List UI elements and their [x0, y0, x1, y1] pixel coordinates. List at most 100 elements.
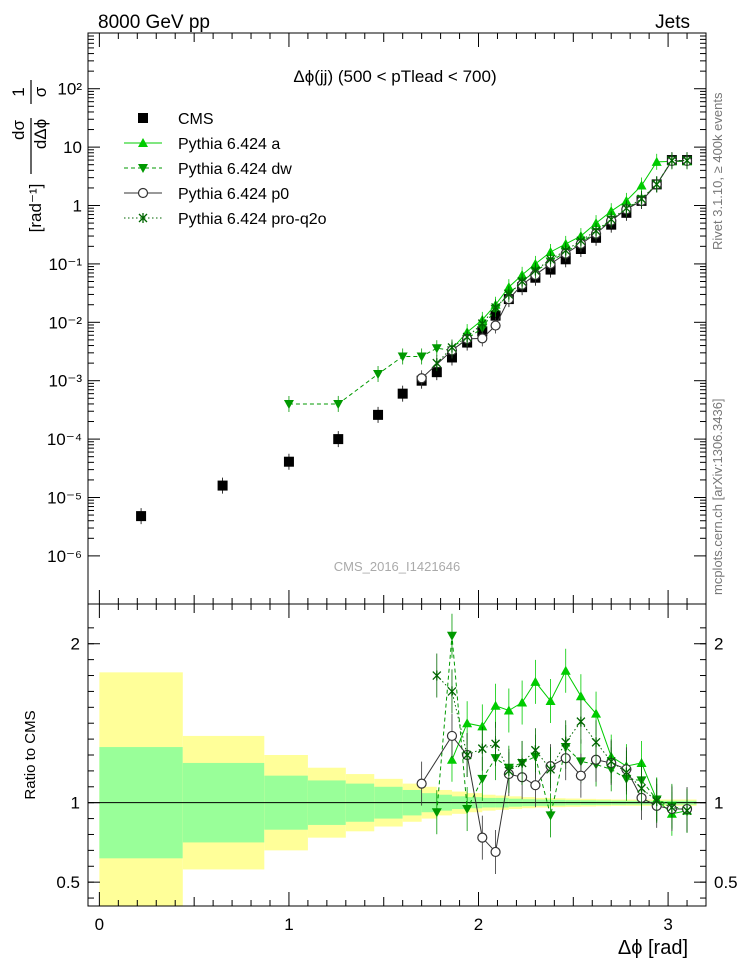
data-point: [431, 344, 442, 354]
data-point: [491, 302, 501, 313]
data-point: [373, 370, 384, 380]
data-point: [546, 254, 556, 265]
ratio-series-pythia-6-424-pro-q2o: [432, 653, 692, 833]
ratio-point: [477, 774, 488, 784]
y-tick-label: 10⁻⁶: [47, 547, 82, 566]
top-y-axis-label: 1 σ dσ dΔϕ [rad⁻¹]: [9, 80, 50, 232]
legend-label: CMS: [178, 111, 214, 128]
legend-label: Pythia 6.424 dw: [178, 161, 292, 178]
svg-text:dΔϕ: dΔϕ: [31, 119, 50, 149]
ratio-point: [504, 765, 514, 776]
ratio-point: [447, 686, 457, 697]
ratio-point: [462, 805, 473, 815]
ratio-point: [446, 730, 458, 742]
ratio-point: [446, 631, 457, 641]
side-label-top: Rivet 3.1.10, ≥ 400k events: [710, 92, 725, 250]
data-point: [432, 358, 442, 369]
header-left: 8000 GeV pp: [98, 12, 210, 33]
x-tick-label: 3: [663, 915, 672, 934]
data-point: [477, 333, 488, 344]
ratio-point: [517, 697, 528, 707]
x-tick-label: 1: [284, 915, 293, 934]
legend-entry: Pythia 6.424 p0: [124, 186, 289, 203]
data-point: [530, 265, 540, 276]
data-point: [682, 155, 692, 166]
ratio-point: [416, 778, 427, 789]
ratio-point: [530, 676, 541, 686]
data-point: [621, 203, 631, 214]
legend-entry: Pythia 6.424 pro-q2o: [124, 211, 327, 228]
ratio-point: [432, 670, 442, 681]
svg-text:1: 1: [9, 87, 28, 96]
data-point: [591, 218, 602, 228]
legend-marker: [138, 213, 148, 223]
ratio-point: [431, 808, 442, 818]
x-tick-label: 2: [474, 915, 483, 934]
ratio-point: [560, 665, 571, 675]
ratio-point: [491, 738, 501, 749]
ratio-tick-label: 2: [71, 635, 80, 654]
data-point: [591, 225, 601, 236]
series-pythia-6-424-pro-q2o: [432, 152, 692, 372]
data-point: [397, 352, 408, 362]
data-point: [606, 214, 616, 225]
y-tick-label: 10: [63, 138, 82, 157]
legend-marker: [138, 138, 148, 147]
data-point: [136, 511, 147, 522]
ratio-point: [546, 764, 556, 775]
ratio-point: [575, 691, 586, 701]
series-pythia-6-424-dw: [283, 152, 693, 412]
series-cms: [136, 152, 693, 525]
ratio-point: [477, 721, 488, 731]
data-point: [606, 206, 617, 216]
data-point: [517, 276, 527, 287]
ratio-point: [637, 783, 647, 794]
data-point: [636, 180, 647, 190]
svg-text:dσ: dσ: [9, 120, 28, 140]
y-tick-label: 10⁻³: [48, 372, 82, 391]
ratio-point: [503, 705, 514, 715]
ratio-point: [477, 832, 488, 843]
ratio-point: [561, 737, 571, 748]
ratio-point: [591, 708, 602, 718]
plot-title: Δϕ(jj) (500 < pTlead < 700): [293, 67, 496, 86]
y-tick-label: 10⁻¹: [48, 255, 82, 274]
legend-label: Pythia 6.424 a: [178, 136, 280, 153]
ratio-point: [606, 756, 616, 767]
data-point: [667, 155, 677, 166]
legend-label: Pythia 6.424 p0: [178, 186, 289, 203]
ratio-point: [575, 770, 586, 781]
legend-entry: Pythia 6.424 dw: [124, 161, 292, 178]
ratio-point: [591, 737, 601, 748]
data-point: [652, 179, 662, 190]
y-tick-label: 10⁻⁵: [47, 488, 82, 507]
ratio-tick-label: 1: [71, 794, 80, 813]
data-point: [576, 235, 586, 246]
y-tick-label: 1: [73, 197, 82, 216]
ratio-point: [667, 802, 677, 813]
data-point: [416, 373, 427, 384]
ratio-point: [462, 718, 473, 728]
data-point: [217, 480, 228, 491]
ratio-point: [490, 700, 501, 710]
watermark: CMS_2016_I1421646: [334, 559, 461, 574]
svg-text:σ: σ: [31, 86, 50, 97]
data-point: [333, 399, 344, 409]
ratio-point: [545, 811, 556, 821]
ratio-point: [462, 750, 472, 760]
x-axis-label: Δϕ [rad]: [618, 937, 688, 959]
ratio-point: [530, 780, 541, 791]
data-point: [504, 289, 514, 300]
data-point: [283, 399, 294, 409]
ratio-point: [530, 745, 540, 756]
ratio-tick-label-right: 2: [714, 635, 723, 654]
y-tick-label: 10⁻²: [48, 313, 82, 332]
data-point: [490, 320, 501, 331]
ratio-line: [451, 669, 688, 815]
data-point: [637, 193, 647, 204]
data-point: [477, 318, 487, 329]
ratio-tick-label: 0.5: [56, 873, 80, 892]
ratio-point: [682, 805, 692, 816]
data-point: [416, 352, 427, 362]
